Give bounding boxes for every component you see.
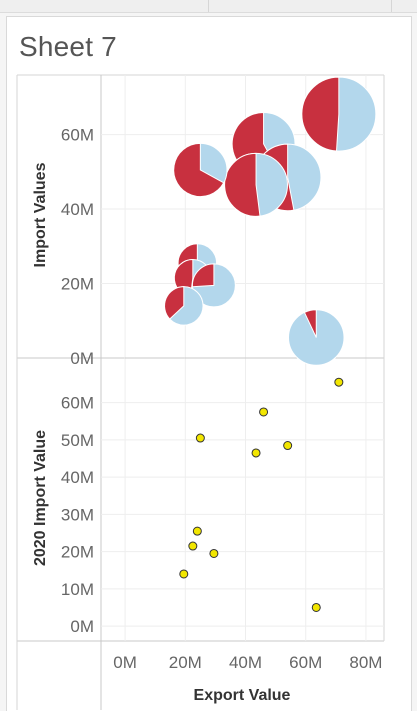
scatter-point (311, 602, 321, 612)
y-axis-title-bottom: 2020 Import Value (32, 430, 49, 566)
pie-slice-a (191, 263, 215, 288)
pie-slice-a (173, 142, 225, 198)
scatter-point (209, 548, 219, 558)
toolbar-divider (391, 0, 392, 12)
y-axis-title-top: Import Values (32, 162, 49, 267)
pie-mark (164, 286, 204, 326)
pie-slice-a (224, 152, 261, 217)
top-toolbar-strip (0, 0, 417, 13)
pie-mark (173, 142, 228, 198)
scatter-point (251, 448, 261, 458)
toolbar-divider (208, 0, 209, 12)
y-tick-label: 10M (61, 580, 94, 599)
scatter-point (259, 407, 269, 417)
y-tick-label: 20M (61, 543, 94, 562)
gridlines (101, 75, 384, 641)
pie-mark (288, 309, 345, 366)
y-tick-label: 60M (61, 126, 94, 145)
x-axis-title: Export Value (194, 687, 291, 704)
tick-labels: 0M 20M 40M 60M 0M 10M 20M 30M 40M 50M 60M 0M 20M 40M 6… (61, 126, 383, 672)
pie-marks (164, 76, 377, 366)
y-tick-label: 0M (70, 617, 94, 636)
y-tick-label: 20M (61, 275, 94, 294)
pie-mark (301, 76, 377, 152)
x-tick-label: 0M (113, 653, 137, 672)
y-tick-label: 50M (61, 431, 94, 450)
scatter-point (192, 526, 202, 536)
scatter-point (195, 433, 205, 443)
scatter-marks (179, 377, 344, 612)
y-tick-label: 40M (61, 468, 94, 487)
y-tick-label: 40M (61, 200, 94, 219)
scatter-point (188, 541, 198, 551)
x-tick-label: 80M (349, 653, 382, 672)
pie-slice-a (303, 309, 317, 338)
y-tick-label: 30M (61, 505, 94, 524)
y-tick-label: 0M (70, 349, 94, 368)
scatter-point (334, 377, 344, 387)
sheet-title: Sheet 7 (19, 31, 117, 62)
scatter-point (283, 441, 293, 451)
pie-mark (224, 152, 288, 217)
x-tick-label: 60M (289, 653, 322, 672)
x-tick-label: 40M (229, 653, 262, 672)
scatter-point (179, 569, 189, 579)
pie-slice-a (301, 76, 340, 152)
pie-mark (191, 263, 236, 308)
y-tick-label: 60M (61, 394, 94, 413)
x-tick-label: 20M (169, 653, 202, 672)
pie-slice-a (164, 286, 185, 320)
